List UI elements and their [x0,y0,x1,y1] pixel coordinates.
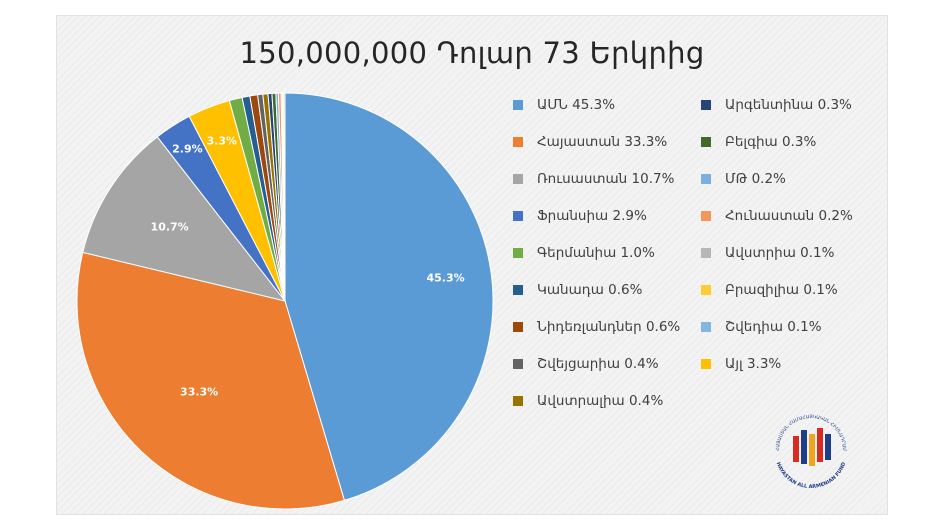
pie-data-label-4: 3.3% [207,134,238,147]
pie-slice-0 [284,92,494,501]
legend-swatch [513,100,523,110]
legend-swatch [701,359,711,369]
pie-data-label-0: 45.3% [426,272,464,285]
legend-label: Կանադա 0.6% [537,282,643,298]
legend-swatch [513,396,523,406]
legend-item: Հայաստան 33.3% [513,132,667,152]
legend-item: Ռուսաստան 10.7% [513,169,674,189]
legend-label: ՄԹ 0.2% [725,171,786,187]
legend-label: Հայաստան 33.3% [537,134,668,150]
legend-item: Արգենտինա 0.3% [701,95,852,115]
legend-item: Շվեդիա 0.1% [701,317,822,337]
pie-slice-16 [283,92,286,302]
legend-label: Բրազիլիա 0.1% [725,282,838,298]
legend-label: Գերմանիա 1.0% [537,245,655,261]
legend-item: Բելգիա 0.3% [701,132,816,152]
logo-mark [793,428,831,466]
legend-swatch [701,137,711,147]
legend-swatch [513,322,523,332]
pie-slice-2 [82,136,287,302]
legend-item: Այլ 3.3% [701,354,781,374]
legend-swatch [701,100,711,110]
legend-label: Այլ 3.3% [725,356,782,372]
legend-item: Ֆրանսիա 2.9% [513,206,647,226]
pie-data-label-2: 10.7% [151,221,189,234]
legend-swatch [513,174,523,184]
legend-swatch [513,248,523,258]
legend-label: Բելգիա 0.3% [725,134,817,150]
legend-swatch [701,285,711,295]
legend-label: Նիդեռլանդներ 0.6% [537,319,681,335]
legend-swatch [701,174,711,184]
legend-label: Շվեյցարիա 0.4% [537,356,659,372]
legend-item: Բրազիլիա 0.1% [701,280,838,300]
chart-area: 150,000,000 Դոլար 73 Երկրից 45.3% 33.3% 10… [56,15,888,515]
legend-item: ՄԹ 0.2% [701,169,786,189]
legend-swatch [701,248,711,258]
chart-title: 150,000,000 Դոլար 73 Երկրից [239,36,705,70]
legend-swatch [513,137,523,147]
pie-data-label-1: 33.3% [180,386,218,399]
legend-swatch [513,285,523,295]
legend-label: Ռուսաստան 10.7% [537,171,675,187]
pie-slice-1 [76,251,346,510]
legend-swatch [701,322,711,332]
legend-label: Ավստրիա 0.1% [725,245,835,261]
legend-item: Հունաստան 0.2% [701,206,853,226]
legend-label: Արգենտինա 0.3% [725,97,852,113]
legend-item: Նիդեռլանդներ 0.6% [513,317,680,337]
legend-swatch [701,211,711,221]
pie-data-label-3: 2.9% [172,143,203,156]
fund-logo: ՀԱՅԱՍՏԱՆ ՀԱՄԱՀԱՅԿԱԿԱՆ ՀԻՄՆԱԴՐԱՄ HAYASTAN… [775,414,848,490]
legend-item: Ավստրիա 0.1% [701,243,834,263]
legend-item: Կանադա 0.6% [513,280,642,300]
pie-chart: 45.3% 33.3% 10.7% 2.9% 3.3% [76,92,494,510]
legend-item: Շվեյցարիա 0.4% [513,354,659,374]
legend-swatch [513,359,523,369]
legend-label: ԱՄՆ 45.3% [537,97,616,113]
legend-item: Գերմանիա 1.0% [513,243,655,263]
legend-item: Ավստրալիա 0.4% [513,391,663,411]
legend-label: Հունաստան 0.2% [725,208,853,224]
legend-label: Ավստրալիա 0.4% [537,393,664,409]
legend-item: ԱՄՆ 45.3% [513,95,615,115]
legend-label: Ֆրանսիա 2.9% [537,208,647,224]
legend-swatch [513,211,523,221]
legend-label: Շվեդիա 0.1% [725,319,822,335]
